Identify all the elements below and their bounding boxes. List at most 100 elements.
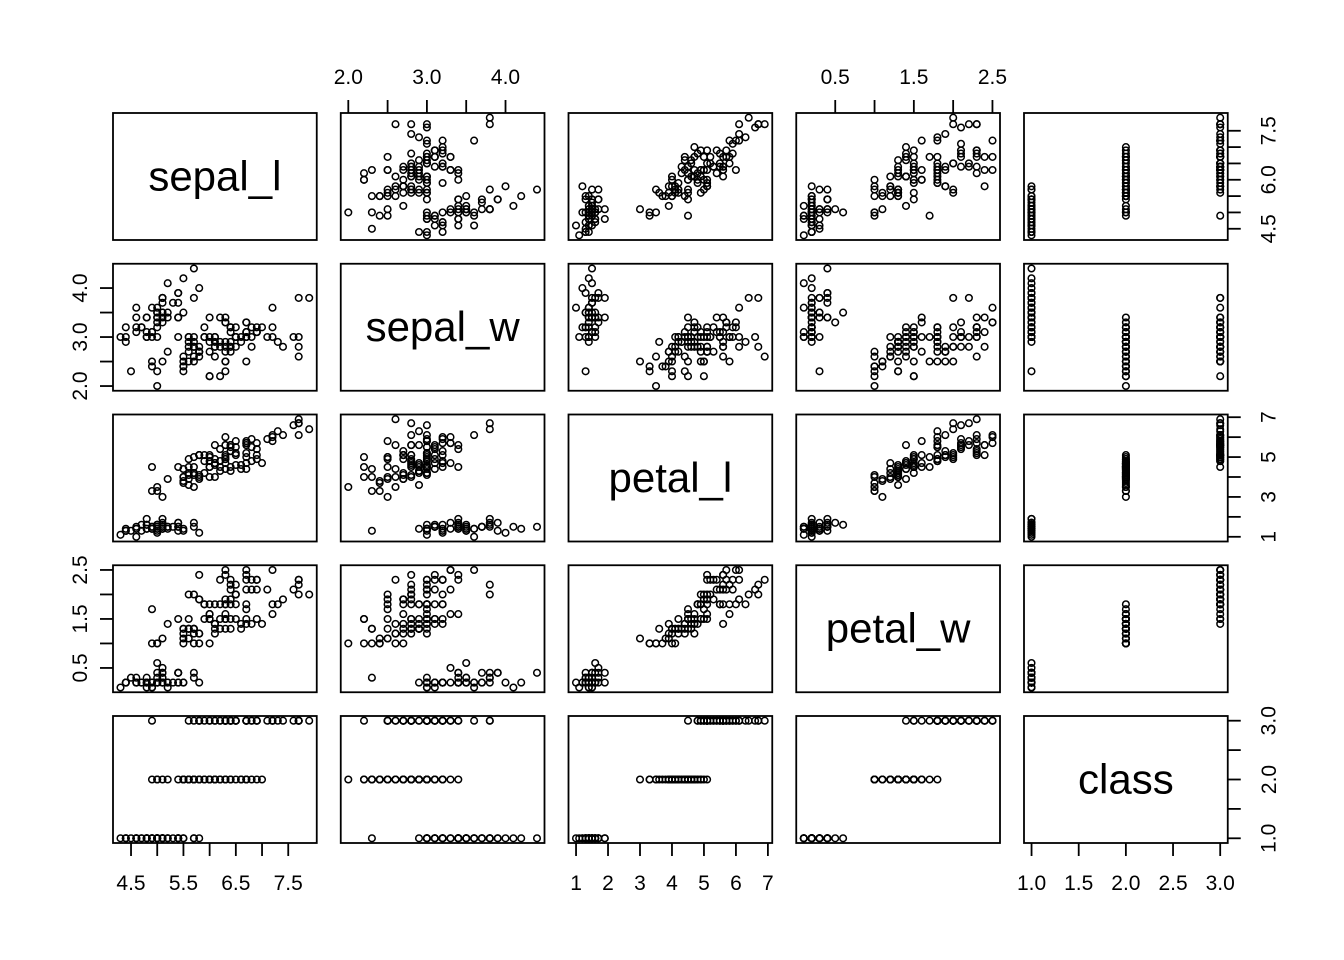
data-point	[147, 775, 157, 784]
data-point	[446, 678, 455, 687]
scatter-panel-class-vs-sepal_w	[1023, 262, 1229, 392]
data-point	[1216, 133, 1225, 142]
data-point	[430, 146, 439, 155]
data-point	[407, 120, 416, 129]
data-point	[699, 372, 708, 381]
data-point	[414, 716, 424, 725]
data-point	[1121, 357, 1130, 366]
data-point	[728, 575, 737, 584]
data-point	[438, 524, 447, 533]
data-point	[216, 313, 225, 322]
data-point	[278, 431, 288, 440]
data-point	[917, 437, 926, 446]
variable-label-petal_w: petal_w	[826, 605, 971, 652]
data-point	[1216, 178, 1225, 188]
data-point	[226, 347, 235, 356]
data-point	[933, 332, 942, 342]
data-point	[407, 600, 416, 609]
data-point	[221, 624, 230, 633]
data-point	[438, 162, 447, 171]
data-point	[430, 683, 439, 692]
data-point	[359, 639, 369, 648]
data-point	[399, 468, 408, 478]
data-point	[886, 352, 895, 361]
data-point	[189, 673, 198, 682]
data-point	[268, 565, 277, 575]
data-point	[407, 716, 416, 725]
data-point	[247, 323, 256, 332]
data-point	[1121, 466, 1130, 476]
data-point	[195, 570, 204, 579]
variable-label-petal_l: petal_l	[608, 454, 732, 501]
data-point	[242, 565, 251, 575]
data-point	[712, 169, 721, 178]
data-point	[422, 624, 431, 633]
data-point	[571, 303, 581, 312]
data-point	[189, 522, 198, 531]
data-point	[399, 182, 408, 191]
data-point	[221, 565, 230, 575]
data-point	[799, 201, 808, 210]
data-point	[121, 678, 130, 687]
data-point	[137, 323, 146, 332]
data-point	[964, 437, 973, 446]
data-point	[305, 425, 314, 434]
data-point	[221, 367, 230, 376]
data-point	[391, 441, 400, 450]
data-point	[532, 185, 542, 194]
data-point	[470, 431, 479, 440]
data-point	[147, 357, 157, 366]
data-point	[237, 624, 246, 633]
data-point	[179, 639, 188, 648]
data-point	[706, 159, 715, 168]
data-point	[894, 332, 903, 342]
data-point	[226, 575, 235, 584]
data-point	[901, 337, 911, 346]
data-point	[901, 716, 911, 725]
data-point	[268, 600, 277, 609]
data-point	[807, 198, 816, 207]
data-point	[901, 460, 911, 470]
data-point	[226, 775, 235, 784]
axis-right-class: 1.0 2.0 3.0	[1227, 706, 1281, 853]
data-point	[399, 716, 408, 725]
data-point	[815, 185, 824, 194]
data-point	[407, 624, 416, 633]
tick-label: 4.0	[491, 66, 520, 89]
data-point	[600, 834, 609, 843]
data-point	[901, 464, 911, 474]
data-point	[1121, 152, 1130, 161]
data-point	[184, 347, 193, 356]
data-point	[1027, 673, 1036, 682]
data-point	[722, 152, 731, 161]
data-point	[886, 775, 895, 784]
data-point	[581, 208, 590, 217]
data-point	[600, 205, 609, 214]
data-point	[909, 775, 918, 784]
data-point	[909, 451, 918, 460]
data-point	[584, 274, 593, 283]
data-point	[485, 205, 494, 214]
data-point	[894, 337, 903, 346]
data-point	[153, 381, 162, 391]
data-point	[972, 431, 981, 440]
data-point	[933, 347, 942, 356]
data-point	[407, 470, 416, 480]
tick-label: 7	[762, 872, 774, 895]
data-point	[210, 619, 219, 628]
data-point	[815, 332, 824, 342]
data-point	[972, 328, 981, 337]
data-point	[174, 614, 183, 624]
tick-label: 5.5	[169, 872, 198, 895]
data-point	[735, 303, 744, 312]
data-point	[715, 162, 724, 171]
panel-frame	[339, 413, 546, 543]
data-point	[470, 208, 479, 217]
data-point	[715, 328, 724, 337]
panel-frame	[1023, 413, 1229, 543]
data-point	[878, 492, 887, 501]
data-point	[462, 208, 471, 217]
data-point	[870, 486, 879, 496]
data-point	[237, 460, 246, 470]
data-point	[179, 464, 188, 474]
